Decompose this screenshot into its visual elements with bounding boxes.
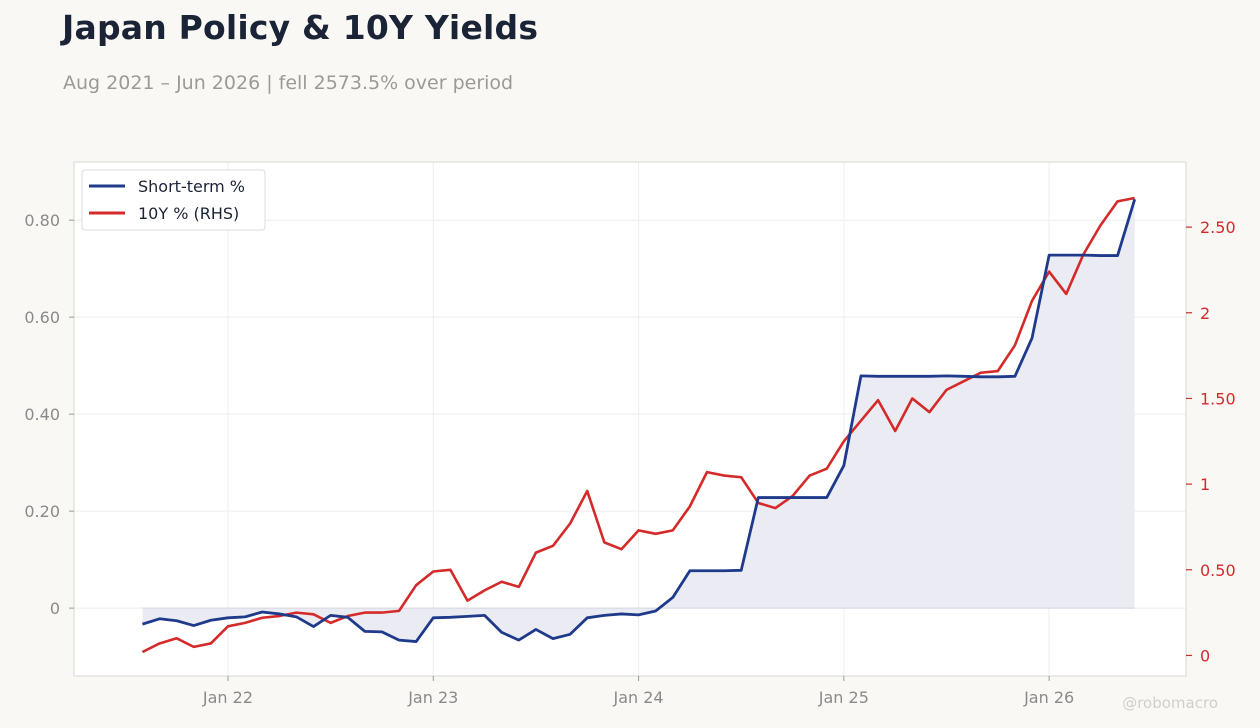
legend-item-10y: 10Y % (RHS) <box>89 204 239 223</box>
y-left-tick-label: 0.20 <box>24 502 60 521</box>
watermark: @robomacro <box>1122 694 1218 712</box>
y-left-tick-label: 0.40 <box>24 405 60 424</box>
legend-label: 10Y % (RHS) <box>138 204 239 223</box>
legend: Short-term % 10Y % (RHS) <box>81 169 266 231</box>
legend-item-short-term: Short-term % <box>89 177 245 196</box>
chart-subtitle: Aug 2021 – Jun 2026 | fell 2573.5% over … <box>63 72 514 94</box>
legend-label: Short-term % <box>138 177 245 196</box>
y-left-tick-label: 0.60 <box>24 308 60 327</box>
y-left-tick-label: 0.80 <box>24 211 60 230</box>
y-right-tick-label: 2.50 <box>1200 218 1236 237</box>
y-right-tick-label: 0.50 <box>1200 561 1236 580</box>
series-line-short-term <box>142 198 1137 643</box>
chart-title: Japan Policy & 10Y Yields <box>62 8 539 47</box>
y-right-tick-label: 0 <box>1200 646 1210 665</box>
x-tick-label: Jan 22 <box>202 688 253 707</box>
y-left-tick-label: 0 <box>50 599 60 618</box>
area-fill-short-term <box>142 199 1135 642</box>
x-tick-label: Jan 26 <box>1023 688 1074 707</box>
x-tick-label: Jan 23 <box>407 688 458 707</box>
plot-frame <box>73 161 1187 677</box>
series-line-10y <box>141 196 1135 654</box>
y-right-tick-label: 1 <box>1200 475 1210 494</box>
x-tick-label: Jan 25 <box>818 688 869 707</box>
x-tick-label: Jan 24 <box>612 688 663 707</box>
y-right-tick-label: 2 <box>1200 304 1210 323</box>
y-right-tick-label: 1.50 <box>1200 389 1236 408</box>
legend-box <box>81 169 266 231</box>
